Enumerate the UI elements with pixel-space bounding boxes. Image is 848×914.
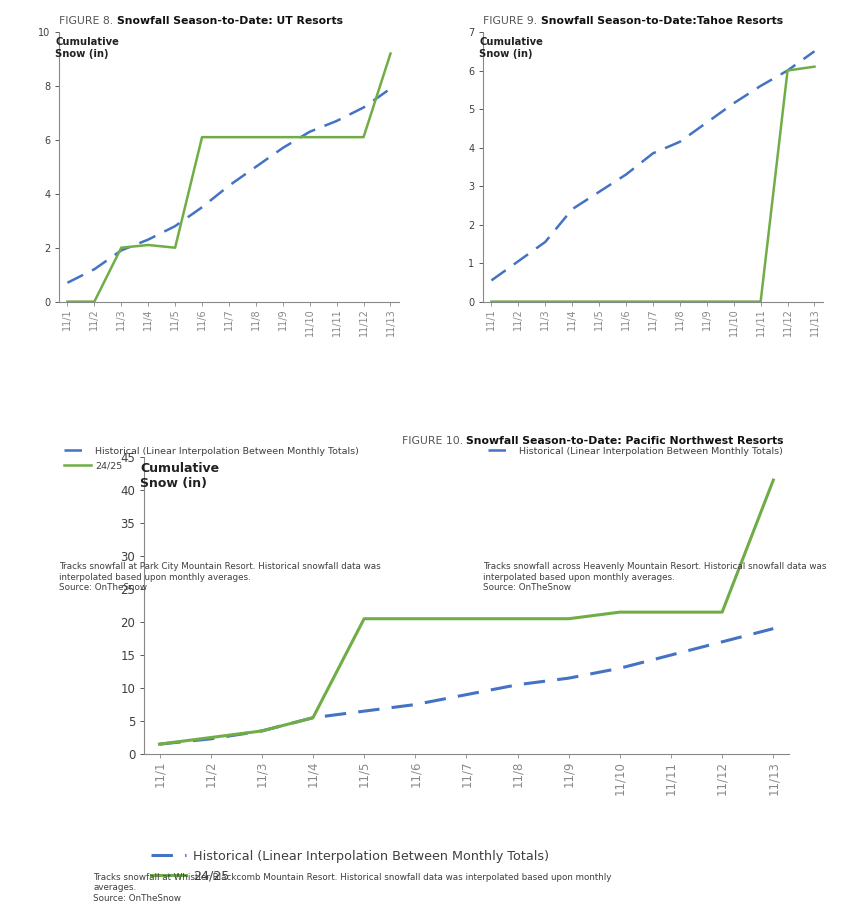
Text: Tracks snowfall at Park City Mountain Resort. Historical snowfall data was
inter: Tracks snowfall at Park City Mountain Re…: [59, 562, 381, 592]
Legend: Historical (Linear Interpolation Between Monthly Totals), 24/25: Historical (Linear Interpolation Between…: [488, 447, 783, 471]
Text: Tracks snowfall across Heavenly Mountain Resort. Historical snowfall data was
in: Tracks snowfall across Heavenly Mountain…: [483, 562, 827, 592]
Text: Cumulative
Snow (in): Cumulative Snow (in): [140, 462, 219, 490]
Text: FIGURE 10.: FIGURE 10.: [402, 436, 466, 446]
Text: FIGURE 9.: FIGURE 9.: [483, 16, 541, 26]
Text: Snowfall Season-to-Date: UT Resorts: Snowfall Season-to-Date: UT Resorts: [117, 16, 343, 26]
Legend: Historical (Linear Interpolation Between Monthly Totals), 24/25: Historical (Linear Interpolation Between…: [64, 447, 359, 471]
Text: Cumulative
Snow (in): Cumulative Snow (in): [479, 37, 543, 58]
Text: Tracks snowfall at Whistler Blackcomb Mountain Resort. Historical snowfall data : Tracks snowfall at Whistler Blackcomb Mo…: [93, 873, 611, 903]
Text: FIGURE 8.: FIGURE 8.: [59, 16, 117, 26]
Legend: Historical (Linear Interpolation Between Monthly Totals), 24/25: Historical (Linear Interpolation Between…: [151, 849, 549, 883]
Text: Cumulative
Snow (in): Cumulative Snow (in): [55, 37, 119, 58]
Text: Snowfall Season-to-Date:Tahoe Resorts: Snowfall Season-to-Date:Tahoe Resorts: [541, 16, 783, 26]
Text: Snowfall Season-to-Date: Pacific Northwest Resorts: Snowfall Season-to-Date: Pacific Northwe…: [466, 436, 784, 446]
